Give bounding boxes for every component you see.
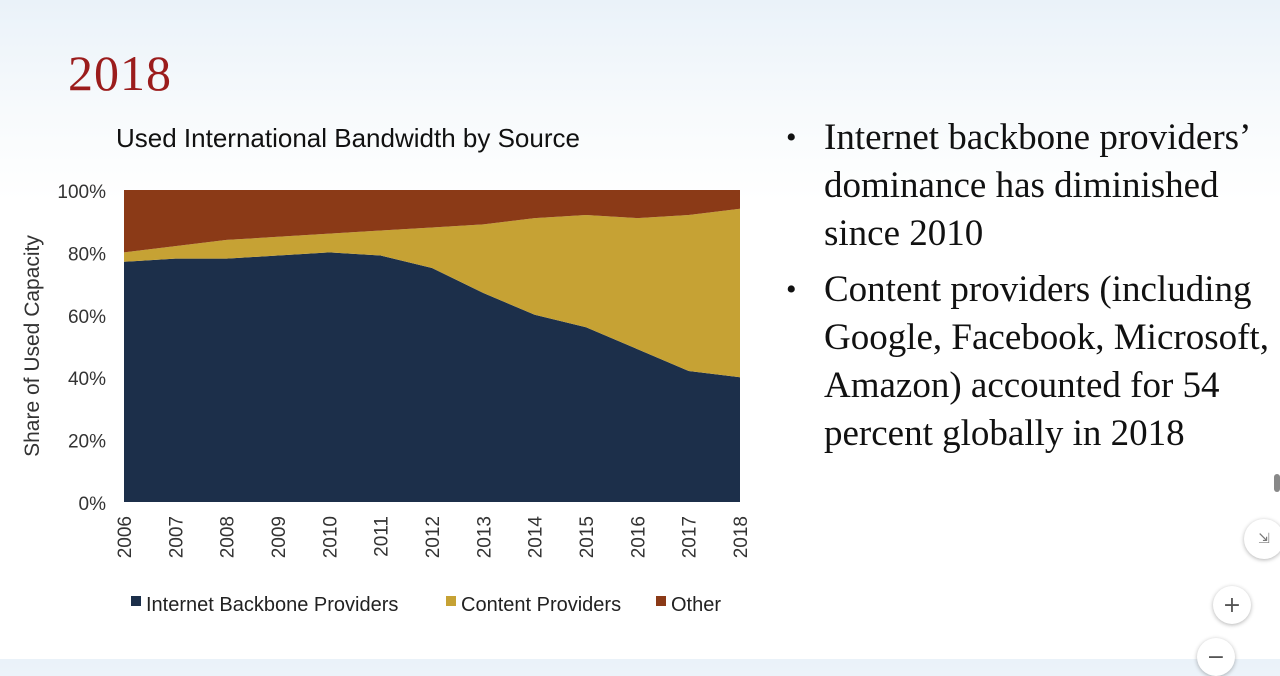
bandwidth-chart: Used International Bandwidth by Source 0%… <box>0 110 780 659</box>
y-tick-label: 80% <box>68 244 106 265</box>
bullet-item: • Content providers (including Google, F… <box>786 266 1276 458</box>
legend-swatch <box>131 596 141 606</box>
x-tick-label: 2014 <box>526 516 547 559</box>
legend-swatch <box>446 596 456 606</box>
x-tick-label: 2018 <box>731 516 752 558</box>
chart-svg: Used International Bandwidth by Source 0%… <box>21 123 752 616</box>
x-tick-label: 2016 <box>628 516 649 558</box>
legend-label: Internet Backbone Providers <box>146 594 398 616</box>
area-other <box>124 190 740 253</box>
area-content-providers <box>124 208 740 378</box>
x-tick-label: 2010 <box>320 516 341 558</box>
scrollbar-thumb[interactable] <box>1274 474 1280 492</box>
bullet-text: Content providers (including Google, Fac… <box>824 269 1269 454</box>
x-tick-label: 2009 <box>269 516 290 558</box>
bullet-list: • Internet backbone providers’ dominance… <box>786 114 1276 466</box>
legend-label: Content Providers <box>461 594 621 616</box>
zoom-in-button[interactable]: + <box>1213 586 1251 624</box>
chart-title: Used International Bandwidth by Source <box>116 123 580 153</box>
y-tick-label: 0% <box>79 494 107 515</box>
y-tick-label: 20% <box>68 432 106 453</box>
bullet-dot-icon: • <box>786 121 797 154</box>
x-tick-label: 2008 <box>218 516 239 558</box>
x-tick-label: 2015 <box>577 516 598 558</box>
x-tick-label: 2007 <box>166 516 187 558</box>
bullet-dot-icon: • <box>786 273 797 306</box>
y-tick-label: 100% <box>57 182 106 203</box>
x-tick-label: 2013 <box>474 516 495 558</box>
zoom-out-button[interactable]: − <box>1197 638 1235 676</box>
bullet-text: Internet backbone providers’ dominance h… <box>824 117 1249 254</box>
bullet-item: • Internet backbone providers’ dominance… <box>786 114 1276 258</box>
y-tick-label: 60% <box>68 307 106 328</box>
x-tick-label: 2012 <box>423 516 444 558</box>
slide-title: 2018 <box>68 45 172 101</box>
legend-label: Other <box>671 594 721 616</box>
x-tick-label: 2011 <box>372 516 393 557</box>
y-tick-label: 40% <box>68 369 106 390</box>
y-axis-label: Share of Used Capacity <box>21 235 44 457</box>
x-tick-label: 2017 <box>680 516 701 558</box>
legend-swatch <box>656 596 666 606</box>
area-internet-backbone-providers <box>124 252 740 502</box>
x-tick-label: 2006 <box>115 516 136 558</box>
collapse-icon[interactable]: ⇲ <box>1244 519 1280 559</box>
